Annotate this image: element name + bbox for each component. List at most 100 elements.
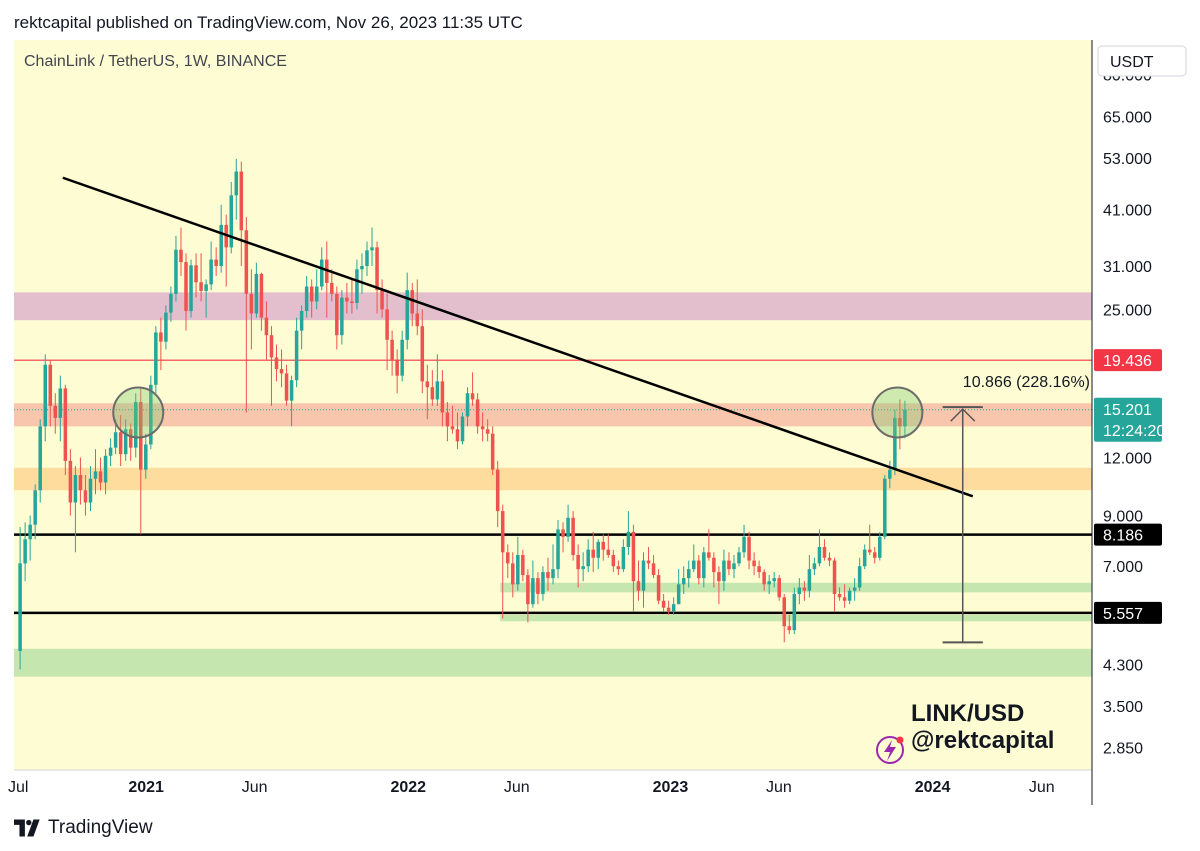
candle <box>139 387 143 535</box>
candle <box>123 419 128 461</box>
tradingview-logo[interactable]: TradingView <box>14 815 153 841</box>
candle-body <box>48 364 53 406</box>
candle <box>541 566 545 601</box>
candle <box>254 262 259 318</box>
candle <box>355 259 359 310</box>
candle-body <box>516 555 520 585</box>
candle-body <box>234 171 239 196</box>
candle-body <box>430 387 435 400</box>
x-tick-label: 2021 <box>128 779 164 796</box>
candle <box>878 531 882 561</box>
candle-body <box>380 290 384 310</box>
candle-body <box>214 259 218 266</box>
candle <box>455 412 460 450</box>
candle <box>274 344 279 382</box>
candle <box>445 401 450 442</box>
candle <box>671 597 676 615</box>
candle <box>465 387 470 427</box>
candle <box>666 600 671 615</box>
candle <box>400 330 404 382</box>
candle <box>425 364 430 420</box>
candle-body <box>410 290 414 314</box>
candle <box>626 511 631 556</box>
candle-body <box>68 460 73 503</box>
candle <box>500 504 505 619</box>
chart-frame: 80.00065.00053.00041.00031.00025.00012.0… <box>0 40 1200 805</box>
currency-selector[interactable]: USDT <box>1097 45 1187 77</box>
candle-body <box>857 566 862 588</box>
chart-svg: 80.00065.00053.00041.00031.00025.00012.0… <box>8 40 1200 805</box>
overlay-layer <box>62 176 983 644</box>
candle <box>495 460 500 528</box>
candle <box>797 578 802 605</box>
candle <box>561 522 565 553</box>
candle <box>646 547 651 570</box>
candle-body <box>872 552 877 558</box>
candle-body <box>511 563 515 585</box>
candle-body <box>259 273 264 318</box>
candle-body <box>631 531 636 582</box>
candle <box>294 317 299 388</box>
zones-layer <box>14 292 1092 677</box>
candle <box>872 547 877 564</box>
breakout-circle-2020 <box>112 386 165 439</box>
candle <box>304 275 309 318</box>
candle-body <box>686 569 691 579</box>
candle-body <box>852 587 857 591</box>
candle <box>48 359 53 427</box>
y-tick-label: 4.300 <box>1103 658 1143 675</box>
candle-body <box>762 572 766 585</box>
candle <box>651 555 656 579</box>
candle <box>149 375 153 450</box>
candle <box>661 594 666 612</box>
candle-body <box>365 250 369 266</box>
candle <box>606 534 611 558</box>
candle-body <box>656 575 661 601</box>
candle-body <box>521 555 525 576</box>
candle-body <box>289 380 294 401</box>
candle <box>103 449 108 495</box>
candle-body <box>209 259 213 285</box>
candle-body <box>717 572 721 582</box>
candle-body <box>133 401 138 448</box>
candle <box>229 181 234 254</box>
candle <box>370 227 374 266</box>
candle-body <box>38 426 42 491</box>
candle <box>616 560 621 576</box>
candle-body <box>878 536 882 558</box>
candle-body <box>712 557 716 573</box>
descending-trendline <box>62 176 974 498</box>
candle-body <box>903 409 907 427</box>
candle <box>611 549 616 573</box>
candle <box>33 484 37 540</box>
candle-body <box>425 381 430 388</box>
candle-body <box>661 600 666 608</box>
candle <box>330 269 334 302</box>
candle <box>470 372 475 406</box>
candle-body <box>385 309 389 340</box>
candle <box>802 581 807 601</box>
candle <box>460 412 465 445</box>
candle <box>697 555 701 585</box>
candle-body <box>636 581 641 591</box>
candle <box>636 560 641 601</box>
candle <box>787 614 792 635</box>
candle <box>777 575 781 601</box>
candle-body <box>676 584 681 605</box>
candle <box>676 569 681 605</box>
candle-body <box>576 555 580 570</box>
candle-body <box>490 433 495 470</box>
candle <box>385 293 389 371</box>
candle-body <box>777 578 781 598</box>
candle-body <box>697 560 701 579</box>
candle <box>727 552 731 576</box>
candle-body <box>113 432 118 448</box>
candle-body <box>294 330 299 381</box>
candle-body <box>360 265 364 270</box>
candle-body <box>737 552 741 564</box>
x-tick-label: Jun <box>766 779 792 796</box>
candle <box>812 557 817 576</box>
candle-body <box>611 555 616 567</box>
candle-body <box>395 359 399 376</box>
candle-body <box>742 536 746 553</box>
